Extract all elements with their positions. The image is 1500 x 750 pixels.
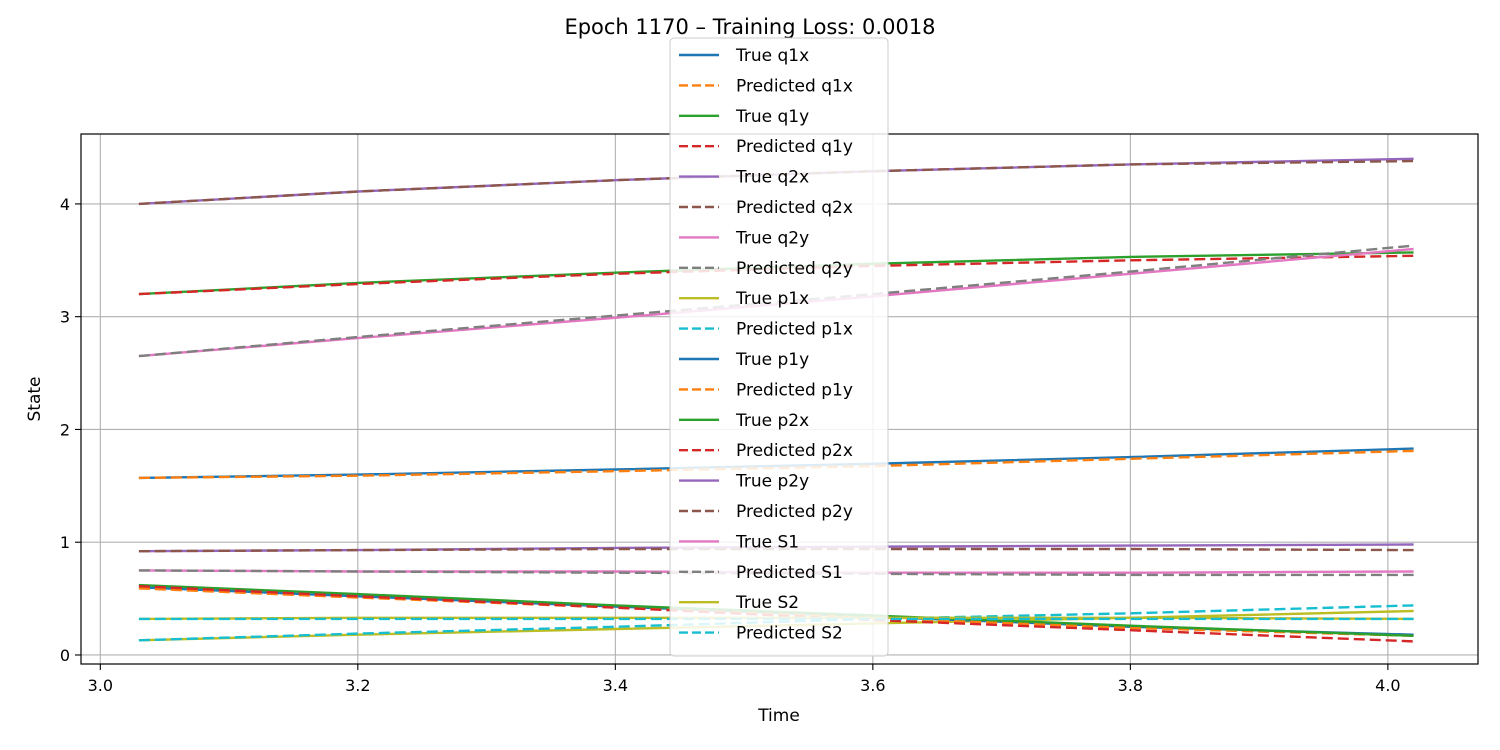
y-axis: 0 1 2 3 4 [60,195,81,665]
series-line-predicted-q2x [138,159,1414,206]
x-tick-label: 3.2 [345,676,370,695]
series-line-predicted-p1y [138,587,1414,637]
x-tick-label: 3.8 [1118,676,1143,695]
legend-label: True q1x [735,46,809,66]
legend-box [669,37,889,657]
legend-label: True p2x [735,411,809,431]
chart-title: Epoch 1170 – Training Loss: 0.0018 [564,15,935,39]
legend-label: True q1y [735,107,809,127]
x-tick-label: 3.6 [860,676,885,695]
y-tick-label: 4 [60,195,70,214]
legend: True q1x Predicted q1x True q1y Predicted q… [669,37,889,657]
series-line-predicted-p1x [138,604,1414,642]
legend-label: True q2y [735,228,809,248]
series-line-predicted-q1x [138,449,1414,480]
series-line-predicted-q1y [138,254,1414,296]
legend-label: Predicted p1y [736,380,853,400]
legend-label: Predicted q1x [736,76,853,96]
series-line-predicted-p2x [138,585,1414,643]
legend-label: Predicted S2 [736,624,843,644]
x-tick-label: 3.0 [88,676,113,695]
x-axis: 3.0 3.2 3.4 3.6 3.8 4.0 [88,664,1401,695]
legend-label: Predicted p1x [736,320,853,340]
legend-label: Predicted q1y [736,137,853,157]
x-tick-label: 3.4 [603,676,628,695]
y-tick-label: 2 [60,420,70,439]
x-axis-label: Time [757,706,800,726]
legend-label: Predicted p2x [736,441,853,461]
series-line-predicted-q2y [138,244,1414,358]
legend-label: Predicted p2y [736,502,853,522]
y-axis-label: State [25,377,45,422]
y-tick-label: 1 [60,533,70,552]
legend-label: True p2y [735,472,809,492]
legend-label: True S1 [735,532,799,552]
legend-label: Predicted q2y [736,259,853,279]
legend-label: True q2x [735,168,809,188]
x-tick-label: 4.0 [1375,676,1400,695]
legend-label: Predicted q2x [736,198,853,218]
legend-label: True p1y [735,350,809,370]
series-line-predicted-s1 [138,569,1414,577]
legend-label: True S2 [735,593,799,613]
series-lines [138,157,1414,643]
series-line-predicted-p2y [138,547,1414,553]
y-tick-label: 0 [60,646,70,665]
legend-label: Predicted S1 [736,563,843,583]
legend-label: True p1x [735,289,809,309]
y-tick-label: 3 [60,308,70,327]
